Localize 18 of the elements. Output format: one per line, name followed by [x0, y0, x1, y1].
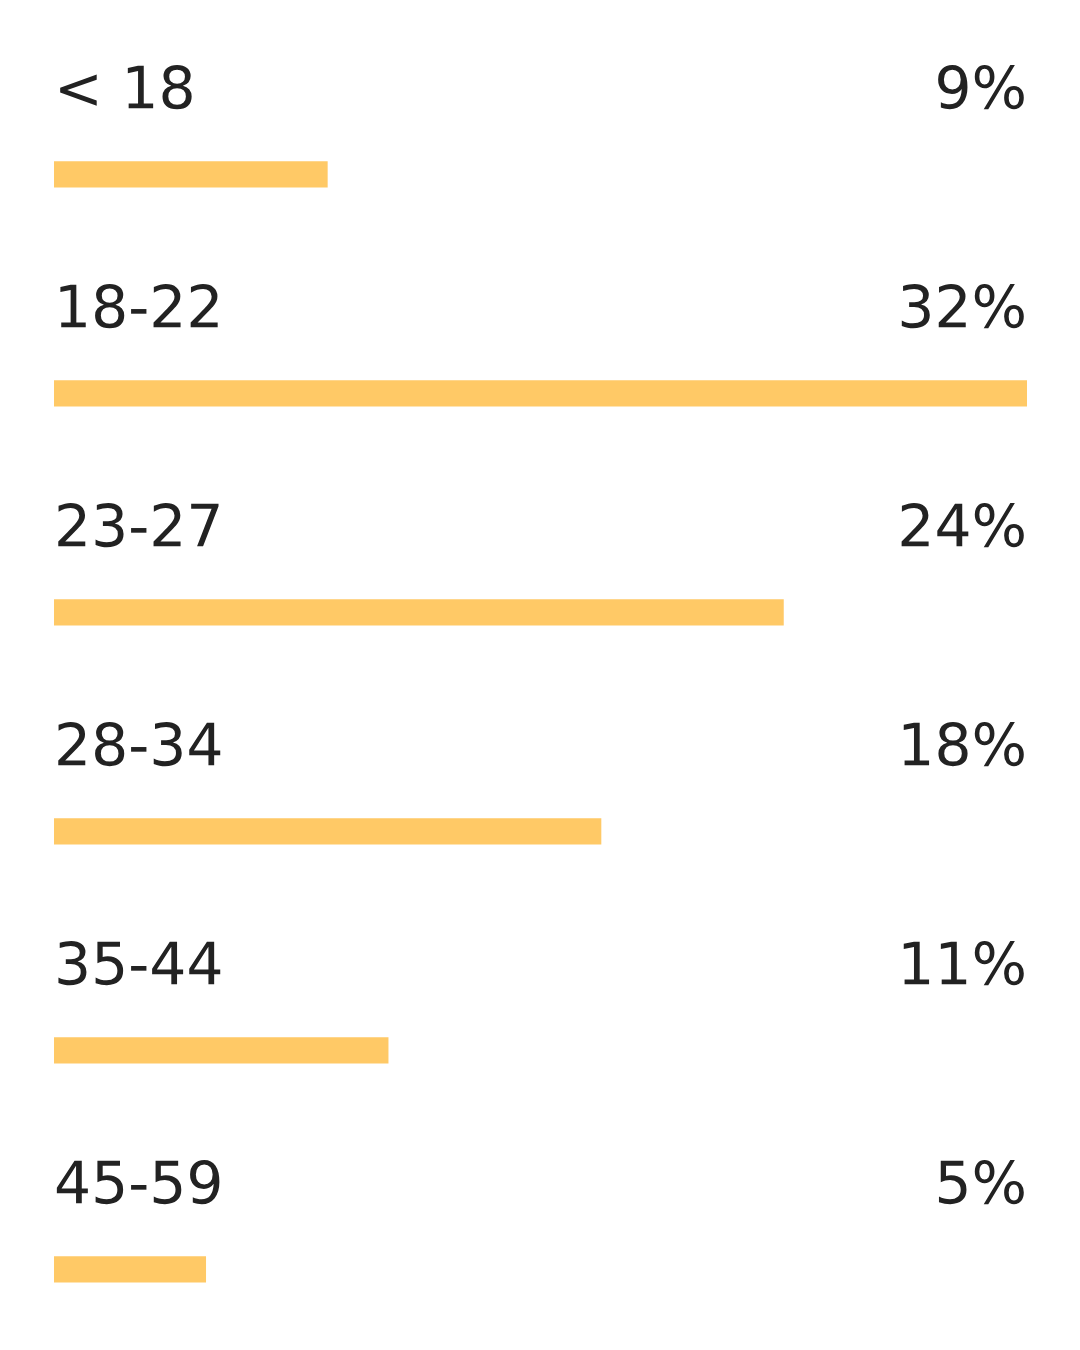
y-tick-label: 45-59	[56, 1160, 220, 1205]
y-tick-label: 28-34	[58, 722, 221, 767]
bar	[54, 161, 328, 188]
bar	[54, 1256, 207, 1283]
y-tick-label: 35-44	[58, 941, 221, 986]
data-label: 24%	[901, 503, 1024, 548]
data-label: 32%	[901, 284, 1024, 329]
bar	[54, 380, 1027, 407]
y-tick-label: 18-22	[60, 284, 218, 329]
bar	[54, 1037, 389, 1064]
y-tick-label: < 18	[60, 65, 192, 110]
data-label: 11%	[903, 941, 1024, 986]
bar	[54, 818, 602, 845]
data-label: 9%	[938, 65, 1024, 110]
bar	[54, 599, 784, 626]
data-label: 18%	[903, 722, 1024, 767]
y-tick-label: 23-27	[58, 503, 219, 548]
data-label: 5%	[938, 1160, 1024, 1205]
